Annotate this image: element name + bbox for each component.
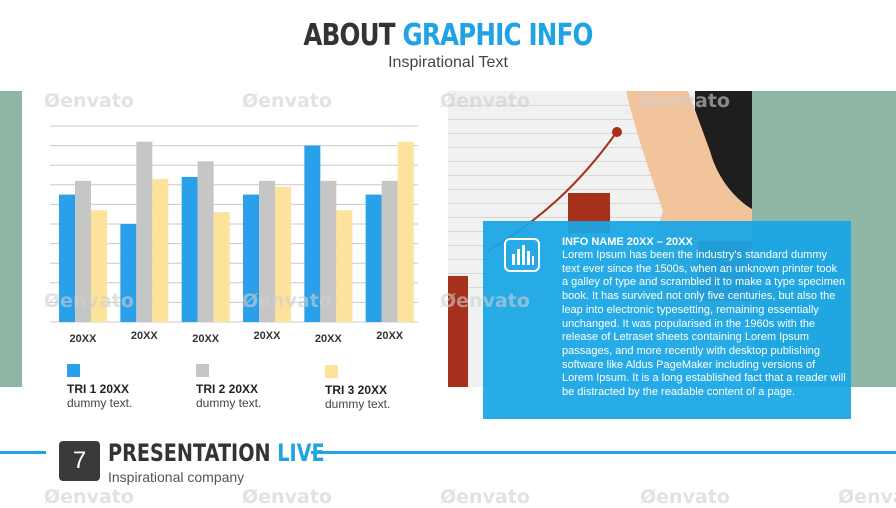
slide-subtitle: Inspirational Text	[388, 54, 508, 71]
watermark: Øenvato	[242, 290, 332, 312]
chart-bar	[336, 210, 353, 322]
chart-bar	[365, 194, 382, 322]
legend-item-1	[67, 364, 80, 377]
watermark: Øenvato	[838, 486, 896, 508]
legend-desc-3: dummy text.	[325, 397, 391, 411]
watermark: Øenvato	[440, 90, 530, 112]
footer-line-right	[311, 451, 896, 454]
legend-swatch-2	[196, 364, 209, 377]
page-number: 7	[59, 441, 100, 481]
watermark: Øenvato	[242, 486, 332, 508]
footer-subtitle: Inspirational company	[108, 469, 245, 485]
footer-title: PRESENTATION LIVE	[108, 439, 325, 467]
chart-bar	[213, 212, 230, 322]
footer-title-part1: PRESENTATION	[108, 439, 271, 467]
info-body-text: Lorem Ipsum has been the industry's stan…	[562, 249, 846, 399]
info-title: INFO NAME 20XX – 20XX	[562, 236, 693, 248]
info-box: INFO NAME 20XX – 20XX Lorem Ipsum has be…	[483, 221, 851, 419]
chart-category-label: 20XX	[315, 333, 343, 345]
chart-bar	[381, 180, 398, 322]
legend-label-2: TRI 2 20XX	[196, 382, 259, 396]
chart-category-label: 20XX	[131, 330, 159, 342]
legend-label-3: TRI 3 20XX	[325, 383, 388, 397]
watermark: Øenvato	[44, 90, 134, 112]
chart-category-labels: 20XX 20XX 20XX 20XX 20XX 20XX	[70, 330, 404, 345]
chart-bar	[320, 180, 337, 322]
chart-bar	[59, 194, 75, 322]
chart-bar	[181, 176, 198, 322]
background-band-left	[0, 91, 22, 387]
chart-category-label: 20XX	[254, 330, 282, 342]
legend-desc-1: dummy text.	[67, 396, 133, 410]
watermark: Øenvato	[242, 90, 332, 112]
watermark: Øenvato	[640, 90, 730, 112]
chart-category-label: 20XX	[192, 333, 220, 345]
chart-bar	[136, 141, 153, 322]
chart-bars	[59, 141, 414, 322]
slide-title-part1: ABOUT	[303, 18, 395, 53]
slide-title: ABOUT GRAPHIC INFO	[81, 18, 816, 53]
chart-bar	[397, 141, 414, 322]
legend-label-1: TRI 1 20XX	[67, 382, 130, 396]
legend-swatch-1	[67, 364, 80, 377]
chart-panel: 20XX 20XX 20XX 20XX 20XX 20XX	[22, 91, 448, 387]
photo-bar-1	[448, 276, 468, 387]
chart-bar	[197, 161, 214, 322]
watermark: Øenvato	[44, 290, 134, 312]
trend-dot	[612, 127, 622, 137]
equalizer-icon	[504, 238, 540, 272]
legend-swatch-3	[325, 365, 338, 378]
legend-item-3	[325, 365, 338, 378]
slide-title-part2: GRAPHIC INFO	[402, 18, 593, 53]
chart-bar	[259, 180, 275, 322]
chart-bar	[304, 145, 321, 322]
watermark: Øenvato	[640, 486, 730, 508]
footer-title-part2: LIVE	[277, 439, 325, 467]
chart-gridlines	[50, 125, 418, 323]
chart-category-label: 20XX	[70, 333, 98, 345]
watermark: Øenvato	[440, 486, 530, 508]
chart-bar	[75, 180, 91, 322]
chart-bar	[120, 224, 137, 322]
chart-bar	[91, 210, 107, 322]
legend-desc-2: dummy text.	[196, 396, 262, 410]
watermark: Øenvato	[44, 486, 134, 508]
bar-chart: 20XX 20XX 20XX 20XX 20XX 20XX	[50, 125, 418, 345]
footer-line-left	[0, 451, 46, 454]
chart-category-label: 20XX	[376, 330, 404, 342]
chart-bar	[152, 178, 169, 322]
legend-item-2	[196, 364, 209, 377]
chart-bar	[243, 194, 259, 322]
watermark: Øenvato	[440, 290, 530, 312]
chart-bar	[275, 186, 291, 322]
